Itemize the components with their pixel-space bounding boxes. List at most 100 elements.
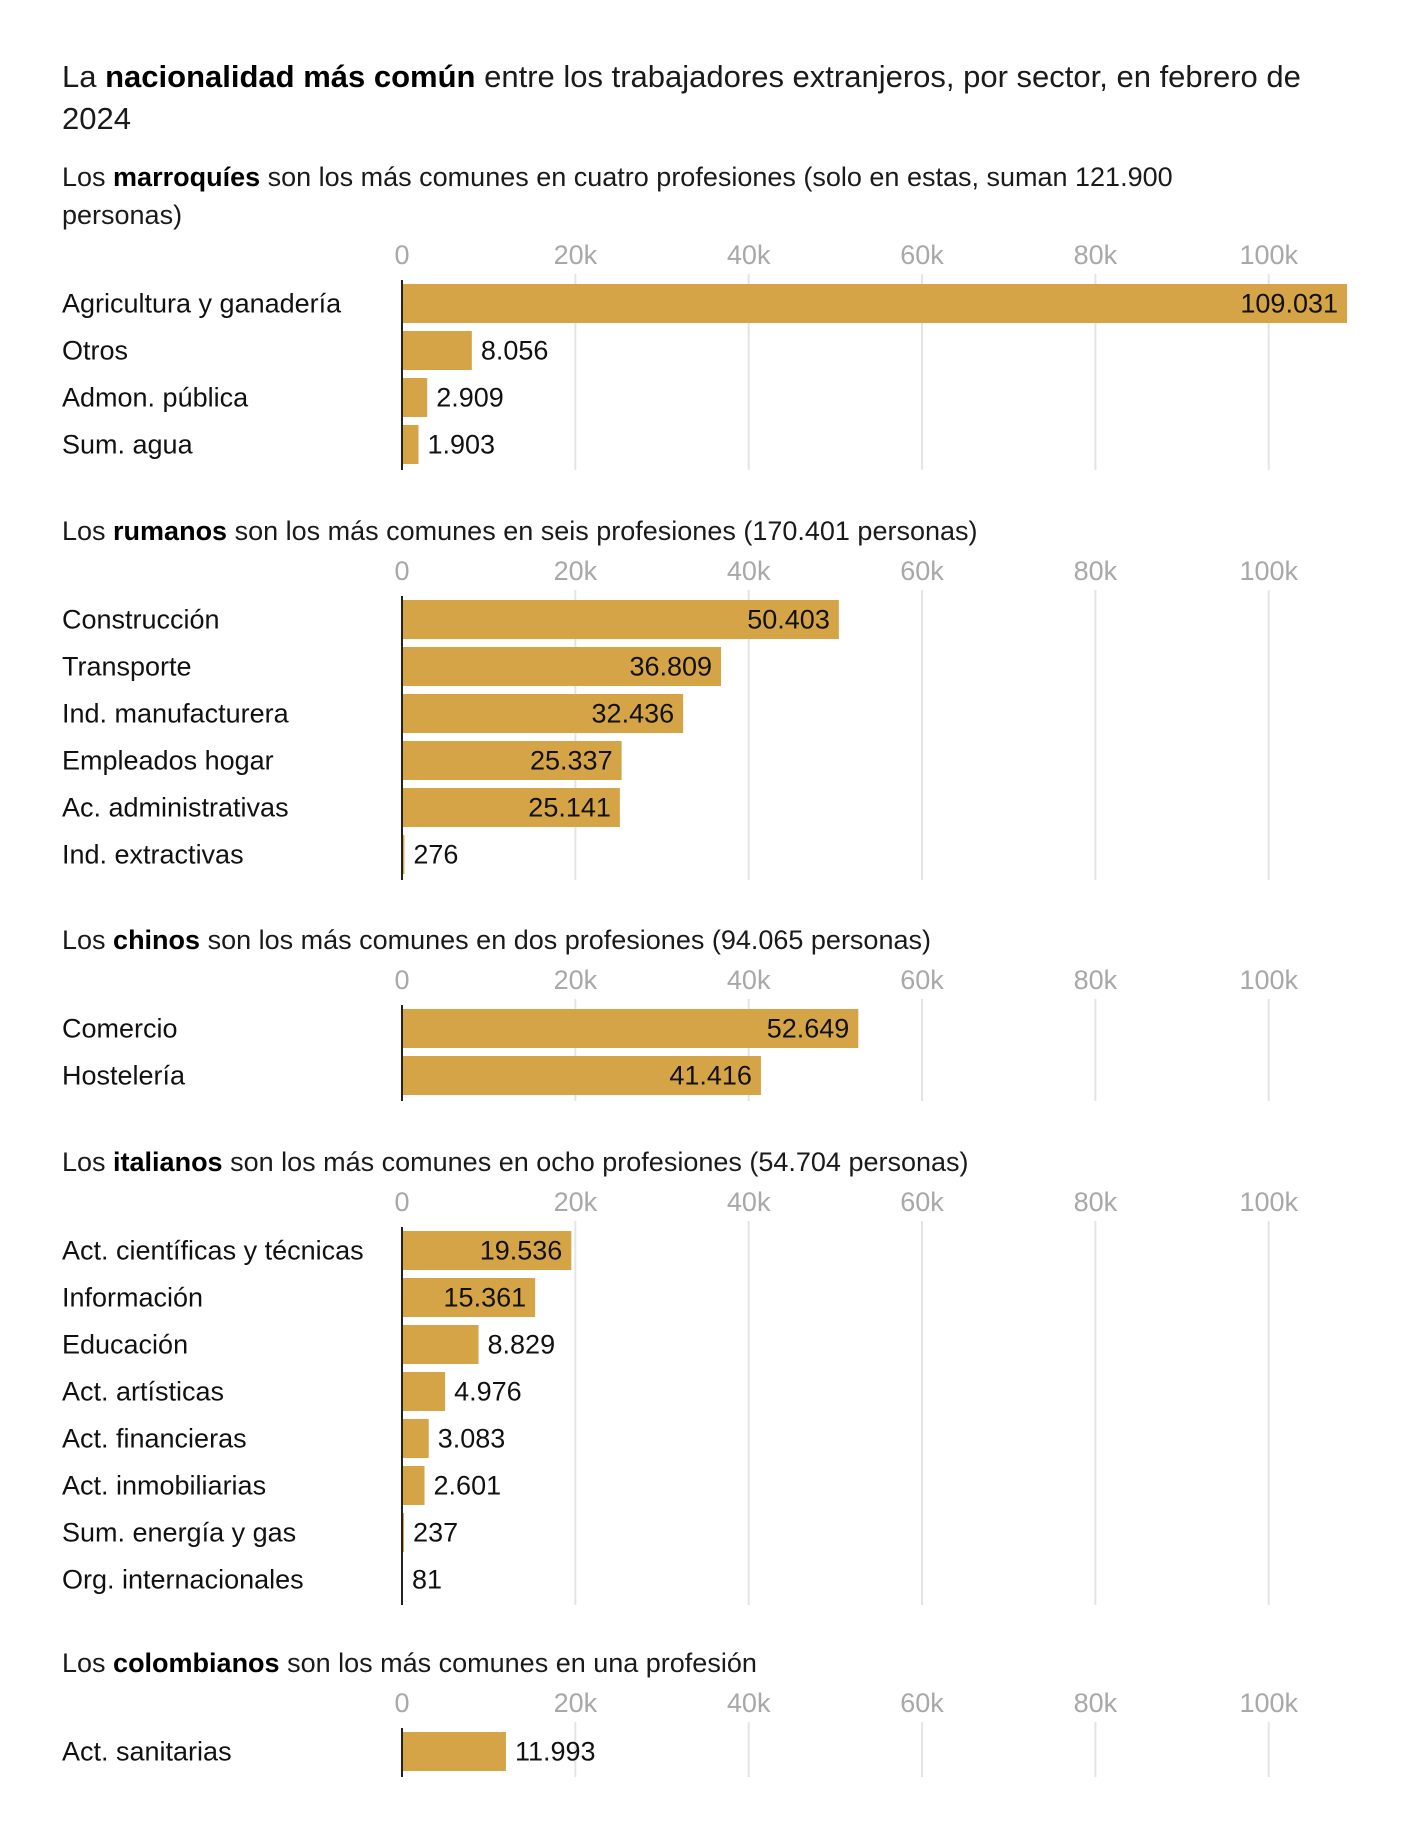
bar xyxy=(402,600,839,639)
chart-subtitle: Los italianos son los más comunes en och… xyxy=(62,1143,1262,1181)
bar xyxy=(402,741,622,780)
value-label: 109.031 xyxy=(1240,289,1338,319)
bar xyxy=(402,331,472,370)
x-tick-label: 40k xyxy=(727,965,771,995)
subtitle-text: Los xyxy=(62,162,114,192)
bar xyxy=(402,835,405,874)
value-label: 11.993 xyxy=(515,1737,596,1767)
x-tick-label: 0 xyxy=(394,1187,409,1217)
bar-chart-svg: 0 20k 40k 60k 80k 100k Act. sanitarias 11.993 xyxy=(62,1688,1298,1777)
subtitle-text: son los más comunes en cuatro profesione… xyxy=(62,162,1173,230)
subtitle-nationality: chinos xyxy=(113,925,201,955)
value-label: 237 xyxy=(413,1518,458,1548)
category-label: Act. sanitarias xyxy=(62,1737,232,1767)
value-label: 8.829 xyxy=(488,1330,556,1360)
value-label: 276 xyxy=(413,840,458,870)
category-label: Ac. administrativas xyxy=(62,793,289,823)
bar xyxy=(402,1732,506,1771)
bar xyxy=(402,1372,446,1411)
bar xyxy=(402,1513,405,1552)
category-label: Comercio xyxy=(62,1014,178,1044)
category-label: Act. artísticas xyxy=(62,1377,224,1407)
category-label: Hostelería xyxy=(62,1061,186,1091)
bar-chart-svg: 0 20k 40k 60k 80k 100k Comercio 52.649 Hostelerí… xyxy=(62,965,1298,1101)
chart-panel-0: Los marroquíes son los más comunes en cu… xyxy=(0,158,1420,482)
subtitle-nationality: colombianos xyxy=(113,1648,280,1678)
subtitle-nationality: rumanos xyxy=(113,516,228,546)
x-tick-label: 60k xyxy=(900,1688,944,1718)
value-label: 41.416 xyxy=(669,1061,752,1091)
chart-panel-2: Los chinos son los más comunes en dos pr… xyxy=(0,921,1420,1113)
x-tick-label: 40k xyxy=(727,1688,771,1718)
value-label: 19.536 xyxy=(480,1236,563,1266)
x-tick-label: 60k xyxy=(900,965,944,995)
value-label: 25.337 xyxy=(530,746,613,776)
category-label: Transporte xyxy=(62,652,192,682)
x-tick-label: 60k xyxy=(900,556,944,586)
category-label: Agricultura y ganadería xyxy=(62,289,342,319)
x-tick-label: 20k xyxy=(554,556,598,586)
value-label: 3.083 xyxy=(438,1424,506,1454)
x-tick-label: 40k xyxy=(727,1187,771,1217)
chart-subtitle: Los marroquíes son los más comunes en cu… xyxy=(62,158,1262,234)
bar-chart-svg: 0 20k 40k 60k 80k 100k Act. científicas y técn… xyxy=(62,1187,1298,1605)
x-tick-label: 80k xyxy=(1074,1688,1118,1718)
subtitle-text: son los más comunes en una profesión xyxy=(279,1648,757,1678)
subtitle-text: son los más comunes en dos profesiones (… xyxy=(200,925,931,955)
category-label: Información xyxy=(62,1283,203,1313)
x-tick-label: 0 xyxy=(394,240,409,270)
x-tick-label: 80k xyxy=(1074,556,1118,586)
subtitle-text: Los xyxy=(62,1648,114,1678)
category-label: Construcción xyxy=(62,605,220,635)
bar xyxy=(402,1278,536,1317)
bar xyxy=(402,647,722,686)
value-label: 2.601 xyxy=(434,1471,502,1501)
x-tick-label: 80k xyxy=(1074,1187,1118,1217)
value-label: 8.056 xyxy=(481,336,549,366)
bar xyxy=(402,284,1347,323)
category-label: Admon. pública xyxy=(62,383,249,413)
x-tick-label: 0 xyxy=(394,556,409,586)
value-label: 36.809 xyxy=(629,652,712,682)
x-tick-label: 20k xyxy=(554,965,598,995)
chart-title: La nacionalidad más común entre los trab… xyxy=(62,59,1301,136)
value-label: 52.649 xyxy=(767,1014,850,1044)
x-tick-label: 20k xyxy=(554,1688,598,1718)
chart-subtitle: Los chinos son los más comunes en dos pr… xyxy=(62,921,1262,959)
value-label: 1.903 xyxy=(427,430,495,460)
x-tick-label: 100k xyxy=(1239,1688,1298,1718)
subtitle-text: son los más comunes en seis profesiones … xyxy=(227,516,978,546)
bar-chart-svg: 0 20k 40k 60k 80k 100k Construcción 50.403 Trans… xyxy=(62,556,1298,880)
bar xyxy=(402,425,419,464)
x-tick-label: 80k xyxy=(1074,240,1118,270)
x-tick-label: 20k xyxy=(554,240,598,270)
subtitle-nationality: italianos xyxy=(113,1147,223,1177)
category-label: Act. inmobiliarias xyxy=(62,1471,266,1501)
category-label: Empleados hogar xyxy=(62,746,274,776)
x-tick-label: 40k xyxy=(727,240,771,270)
category-label: Org. internacionales xyxy=(62,1565,304,1595)
bar xyxy=(402,1325,479,1364)
x-tick-label: 100k xyxy=(1239,1187,1298,1217)
chart-panel-4: Los colombianos son los más comunes en u… xyxy=(0,1644,1420,1789)
x-tick-label: 0 xyxy=(394,965,409,995)
x-tick-label: 0 xyxy=(394,1688,409,1718)
category-label: Sum. agua xyxy=(62,430,194,460)
category-label: Act. científicas y técnicas xyxy=(62,1236,364,1266)
x-tick-label: 100k xyxy=(1239,965,1298,995)
value-label: 15.361 xyxy=(444,1283,527,1313)
chart-panel-1: Los rumanos son los más comunes en seis … xyxy=(0,512,1420,892)
bar xyxy=(402,1466,425,1505)
value-label: 25.141 xyxy=(528,793,611,823)
category-label: Ind. extractivas xyxy=(62,840,244,870)
bar xyxy=(402,1009,859,1048)
category-label: Sum. energía y gas xyxy=(62,1518,296,1548)
category-label: Ind. manufacturera xyxy=(62,699,290,729)
chart-subtitle: Los rumanos son los más comunes en seis … xyxy=(62,512,1262,550)
bar xyxy=(402,378,428,417)
x-tick-label: 100k xyxy=(1239,240,1298,270)
bar xyxy=(402,694,684,733)
bar xyxy=(402,1419,429,1458)
subtitle-text: Los xyxy=(62,1147,114,1177)
subtitle-text: Los xyxy=(62,516,114,546)
